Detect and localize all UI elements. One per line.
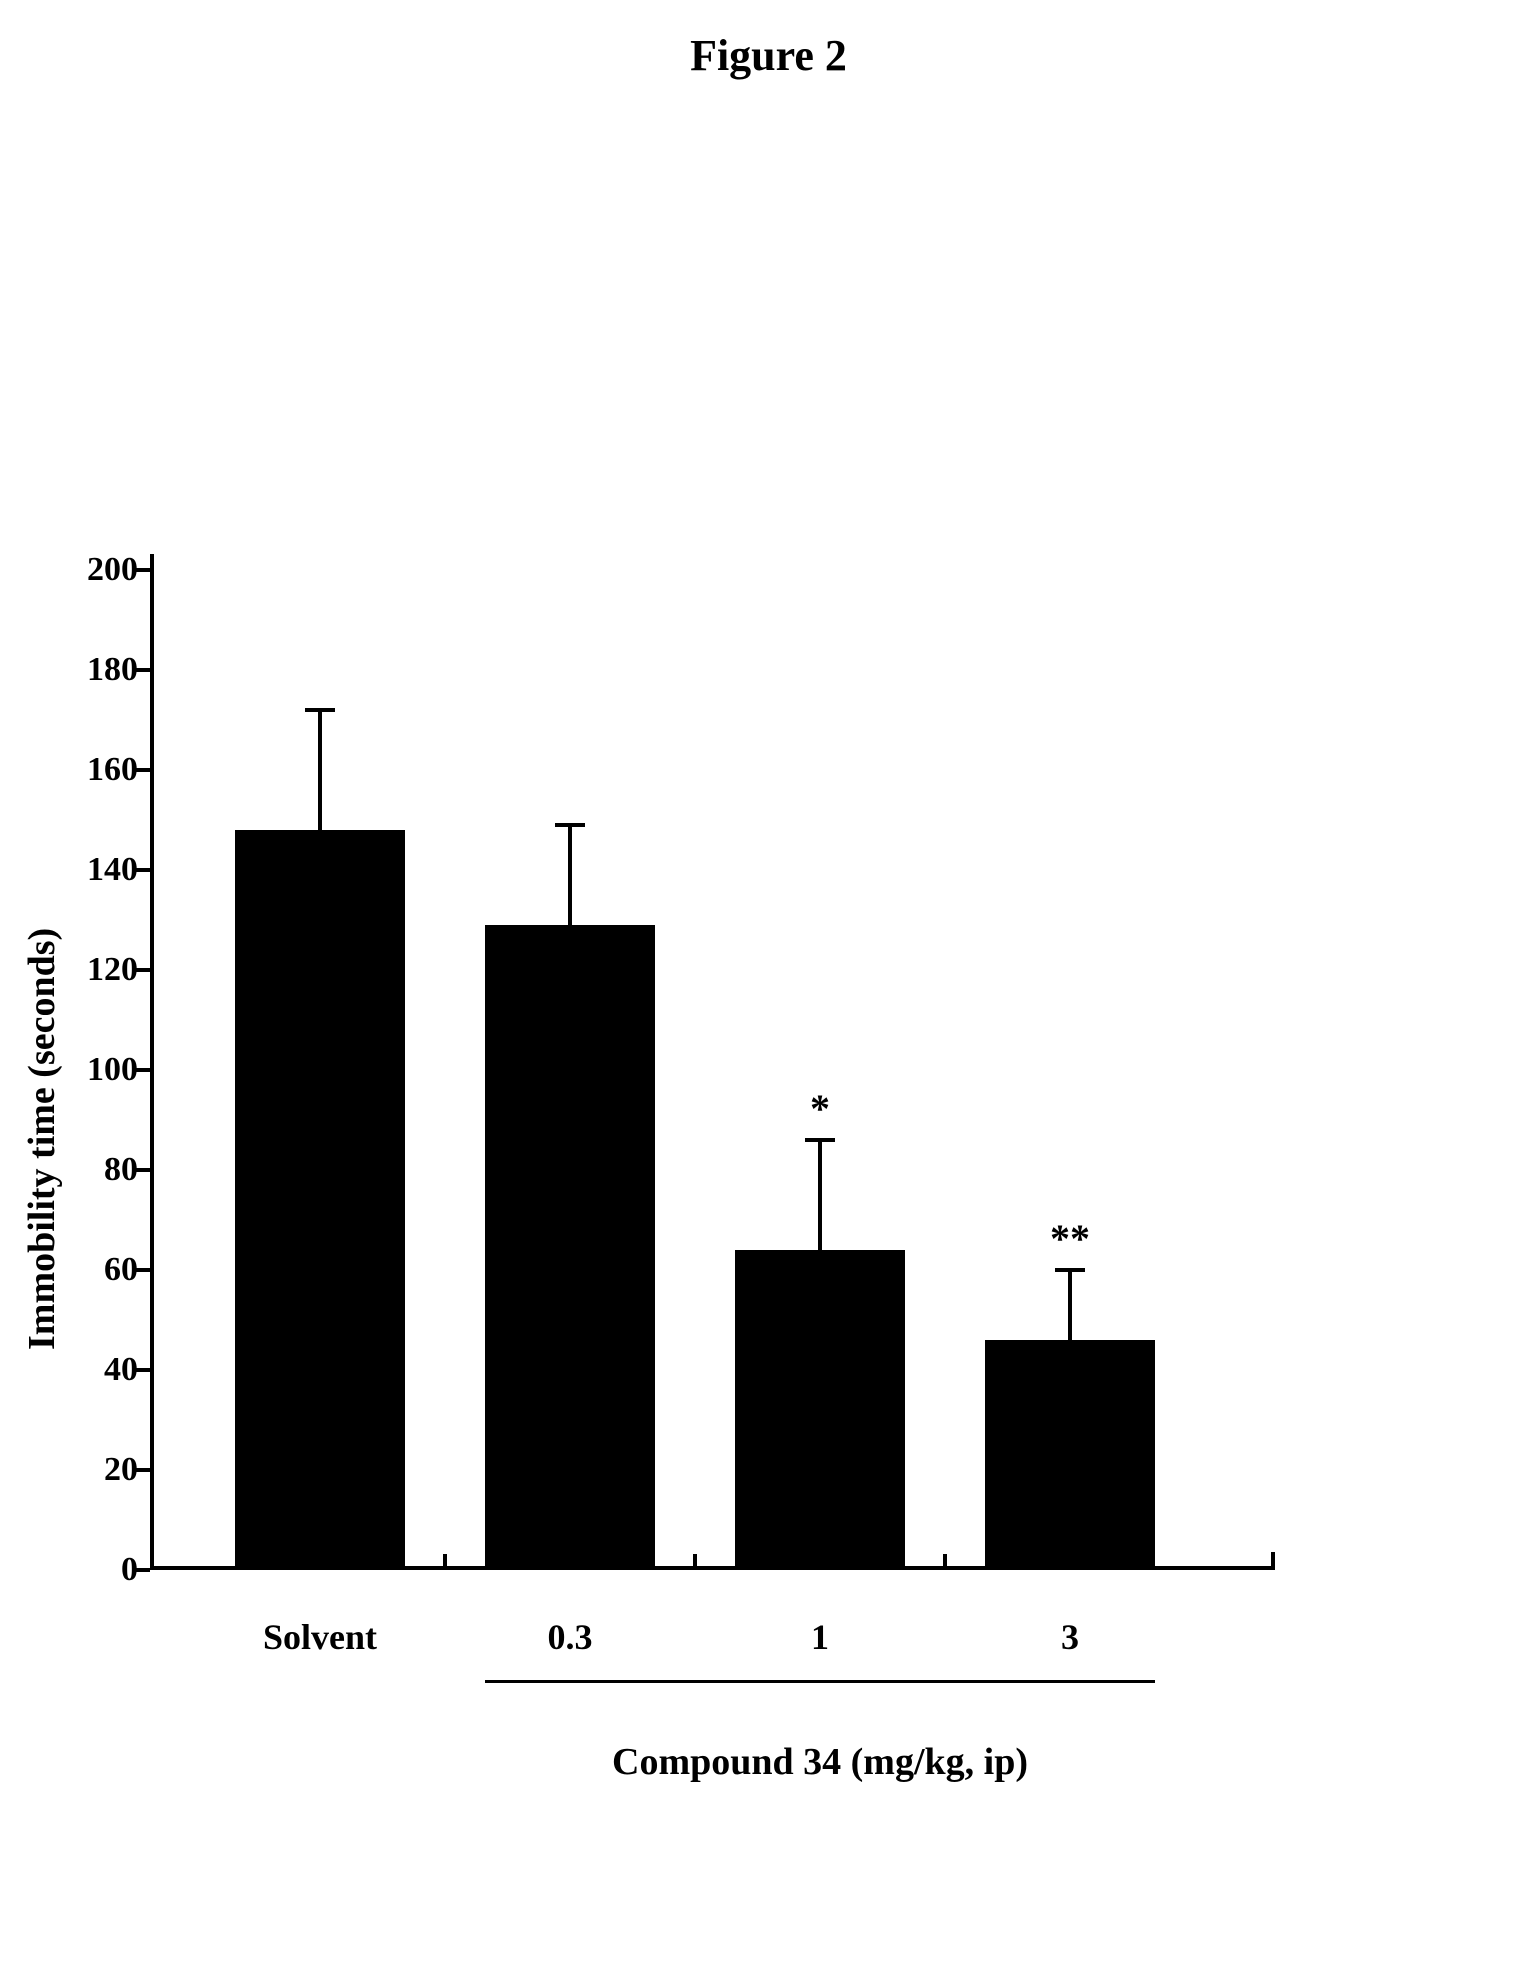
bar	[485, 925, 655, 1570]
bar	[985, 1340, 1155, 1570]
error-bar-cap	[305, 708, 335, 712]
chart-container: 020406080100120140160180200Immobility ti…	[150, 570, 1210, 1570]
significance-marker: *	[810, 1085, 830, 1132]
y-tick-label: 120	[87, 951, 150, 989]
y-tick-label: 40	[104, 1351, 150, 1389]
significance-marker: **	[1050, 1215, 1090, 1262]
y-axis-title: Immobility time (seconds)	[20, 928, 64, 1350]
x-tick	[943, 1554, 947, 1570]
y-tick-label: 80	[104, 1151, 150, 1189]
figure-title: Figure 2	[0, 30, 1537, 81]
x-axis-title: Compound 34 (mg/kg, ip)	[612, 1740, 1028, 1784]
y-tick-label: 200	[87, 551, 150, 589]
x-tick-label: Solvent	[263, 1616, 377, 1658]
y-axis	[150, 554, 154, 1570]
x-tick-label: 1	[811, 1616, 829, 1658]
error-bar	[1068, 1270, 1072, 1340]
bar-chart: 020406080100120140160180200Immobility ti…	[150, 570, 1210, 1570]
y-tick-label: 100	[87, 1051, 150, 1089]
error-bar-cap	[555, 823, 585, 827]
x-tick-label: 3	[1061, 1616, 1079, 1658]
x-axis-end-hook	[1271, 1552, 1275, 1570]
y-tick-label: 60	[104, 1251, 150, 1289]
error-bar-cap	[805, 1138, 835, 1142]
error-bar	[818, 1140, 822, 1250]
y-tick-label: 160	[87, 751, 150, 789]
x-tick	[443, 1554, 447, 1570]
x-tick-label: 0.3	[548, 1616, 593, 1658]
error-bar-cap	[1055, 1268, 1085, 1272]
error-bar	[318, 710, 322, 830]
x-tick	[693, 1554, 697, 1570]
error-bar	[568, 825, 572, 925]
y-tick-label: 20	[104, 1451, 150, 1489]
y-tick-label: 0	[121, 1551, 150, 1589]
page: Figure 2 020406080100120140160180200Immo…	[0, 0, 1537, 1980]
y-tick-label: 140	[87, 851, 150, 889]
bar	[735, 1250, 905, 1570]
x-axis-group-underline	[485, 1680, 1155, 1683]
bar	[235, 830, 405, 1570]
y-tick-label: 180	[87, 651, 150, 689]
